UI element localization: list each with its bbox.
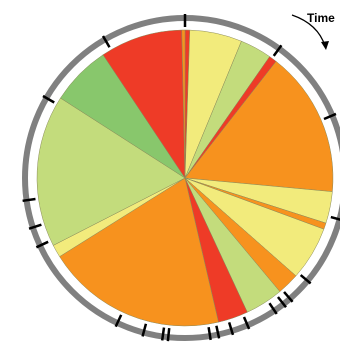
pie-slice-17 — [181, 29, 186, 179]
time-tick-7 — [276, 296, 287, 309]
time-tick-19 — [22, 197, 36, 203]
time-tick-18 — [28, 223, 42, 230]
arrowhead-icon — [321, 41, 329, 50]
time-tick-3 — [323, 112, 337, 121]
pie-slice-16 — [102, 29, 186, 179]
time-tick-13 — [166, 328, 171, 342]
pie-slice-12 — [59, 177, 219, 327]
time-tick-20 — [42, 94, 55, 104]
time-tick-10 — [227, 322, 235, 336]
time-tick-8 — [268, 302, 278, 315]
time-label: Time — [307, 11, 335, 25]
pie-slice-5 — [184, 61, 334, 192]
time-tick-6 — [283, 291, 294, 303]
time-tick-11 — [215, 325, 221, 339]
pie-slices — [36, 29, 334, 327]
time-tick-9 — [242, 316, 251, 330]
time-tick-2 — [272, 44, 283, 57]
time-tick-15 — [141, 323, 148, 337]
time-tick-21 — [101, 35, 111, 48]
time-tick-16 — [114, 314, 123, 328]
time-tick-12 — [207, 326, 212, 341]
time-tick-17 — [35, 240, 49, 249]
time-tick-14 — [160, 327, 166, 341]
time-direction-indicator: Time — [291, 11, 335, 50]
time-ticks — [22, 14, 340, 342]
pie-slice-14 — [36, 97, 186, 246]
time-tick-4 — [330, 215, 340, 221]
time-tick-5 — [299, 274, 312, 285]
